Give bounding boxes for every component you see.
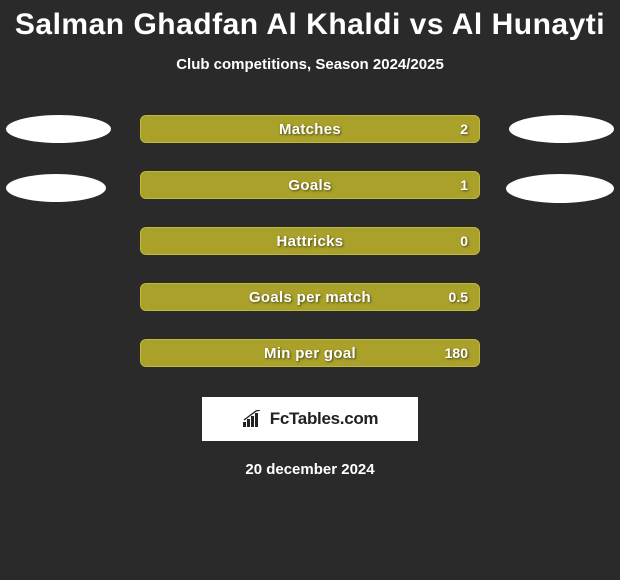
stat-row-goals-per-match: Goals per match 0.5 [0, 283, 620, 311]
stat-label: Matches [140, 115, 480, 143]
page-title: Salman Ghadfan Al Khaldi vs Al Hunayti [0, 8, 620, 42]
left-ellipse [6, 115, 111, 143]
stat-label: Hattricks [140, 227, 480, 255]
stat-row-hattricks: Hattricks 0 [0, 227, 620, 255]
stat-value: 0.5 [449, 283, 468, 311]
subtitle: Club competitions, Season 2024/2025 [0, 56, 620, 73]
stat-value: 1 [460, 171, 468, 199]
right-ellipse [509, 115, 614, 143]
stat-value: 0 [460, 227, 468, 255]
stat-label: Goals [140, 171, 480, 199]
bar-chart-icon [242, 410, 264, 428]
right-ellipse [506, 174, 614, 203]
logo-text: FcTables.com [270, 409, 379, 429]
comparison-infographic: Salman Ghadfan Al Khaldi vs Al Hunayti C… [0, 0, 620, 478]
stat-value: 180 [445, 339, 468, 367]
left-ellipse [6, 174, 106, 202]
stat-row-goals: Goals 1 [0, 171, 620, 199]
stat-label: Min per goal [140, 339, 480, 367]
stat-row-matches: Matches 2 [0, 115, 620, 143]
logo-badge: FcTables.com [202, 397, 418, 441]
stat-label: Goals per match [140, 283, 480, 311]
date-text: 20 december 2024 [0, 461, 620, 478]
stat-row-min-per-goal: Min per goal 180 [0, 339, 620, 367]
stat-value: 2 [460, 115, 468, 143]
stat-rows: Matches 2 Goals 1 Hattricks 0 Goals per … [0, 115, 620, 367]
